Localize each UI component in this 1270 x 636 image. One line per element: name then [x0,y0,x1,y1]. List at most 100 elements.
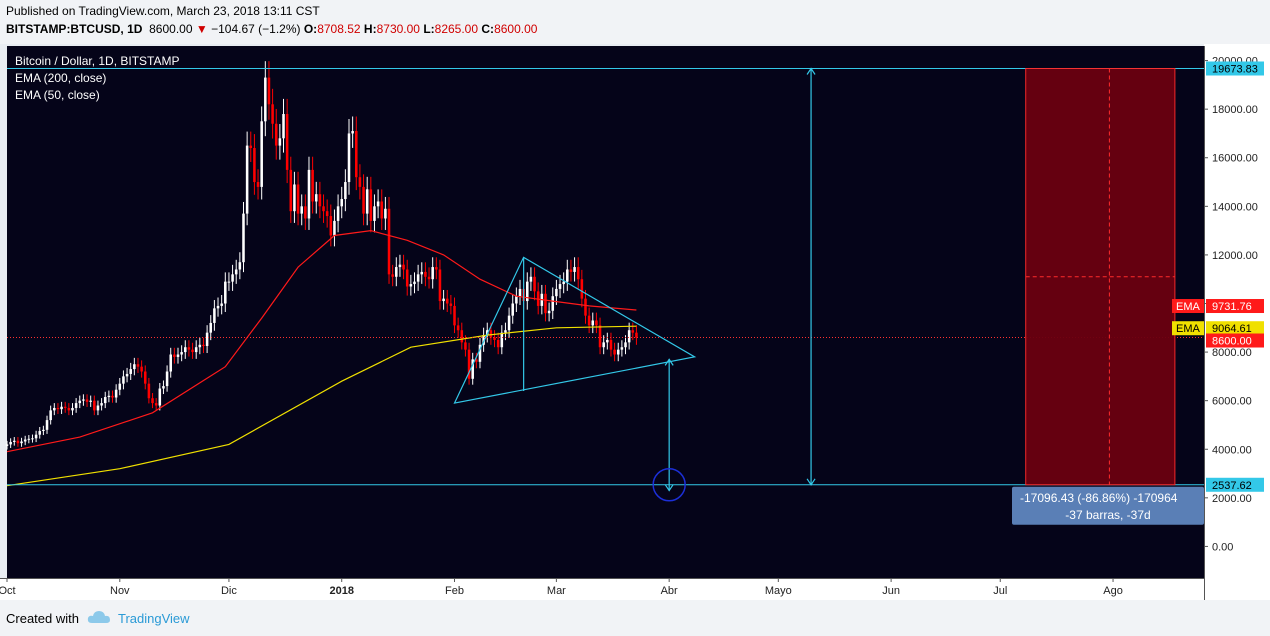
candle-body [402,264,405,270]
candle-body [478,344,482,362]
candle-body [598,325,602,348]
candle-body [111,395,114,398]
candle-body [314,194,318,202]
candle-body [616,349,620,355]
measure-label-box [1012,486,1204,525]
candle-body [205,332,209,347]
candle-body [431,267,434,280]
candle-body [42,429,45,432]
price-label-tag [1206,333,1264,348]
candle-body [122,376,125,384]
candle-body [566,269,569,282]
price-tick-label: 14000.00 [1212,201,1258,213]
candle-body [100,403,103,406]
price-tick-label: 18000.00 [1212,104,1258,116]
price-chart[interactable]: 0.002000.004000.006000.008000.0010000.00… [0,44,1270,600]
price-tick-label: 16000.00 [1212,153,1258,165]
time-tick-label: Mar [547,585,566,597]
candle-body [293,184,296,212]
legend-ema200[interactable]: EMA (200, close) [15,71,107,85]
candle-body [533,276,536,292]
price-tick-label: 0.00 [1212,541,1233,553]
candle-body [387,208,391,275]
candle-body [602,342,605,348]
candle-body [176,354,180,357]
legend-ema50[interactable]: EMA (50, close) [15,88,100,102]
candle-body [234,269,238,275]
candle-body [129,369,132,374]
candle-body [224,281,227,304]
candle-body [384,208,387,219]
candle-body [507,315,511,331]
triangle-pattern [453,256,697,404]
candle-body [300,206,303,214]
candle-body [358,177,362,187]
candle-body [136,364,140,367]
measure-label-line2: -37 barras, -37d [1065,508,1150,522]
candle-body [340,199,343,207]
candle-body [336,206,340,221]
candle-body [325,211,329,217]
candle-body [405,269,409,287]
candle-body [376,201,380,207]
published-line: Published on TradingView.com, March 23, … [6,4,320,18]
candle-body [347,133,351,183]
candle-body [391,274,394,277]
time-tick-label: Abr [661,585,678,597]
candle-body [631,330,635,333]
candle-body [249,145,253,149]
candle-body [420,271,424,275]
candle-body [606,339,609,343]
candle-body [562,281,565,285]
candle-body [551,296,555,311]
change-down-icon: ▼ [195,22,208,36]
chart-area[interactable]: 0.002000.004000.006000.008000.0010000.00… [0,44,1270,600]
candle-body [635,332,638,338]
price-label-text: 8600.00 [1212,336,1252,348]
candle-body [56,407,60,410]
candle-body [85,399,89,402]
candle-body [227,281,231,283]
candle-body [482,335,485,345]
candle-body [82,399,85,401]
close-value: 8600.00 [494,22,538,36]
candle-body [511,303,514,316]
candle-body [16,440,20,444]
chart-header: Published on TradingView.com, March 23, … [0,0,1270,44]
candle-body [89,400,92,402]
candle-body [365,189,369,214]
candle-body [198,344,202,348]
candles [5,61,638,450]
candle-body [529,276,533,282]
price-label-tag [1206,477,1264,492]
candle-body [158,388,162,406]
candle-body [125,373,129,377]
candle-body [264,77,267,122]
tradingview-brand[interactable]: TradingView [118,611,190,626]
candle-body [318,194,322,207]
candle-body [49,410,52,421]
candle-body [416,274,420,282]
candle-body [216,305,220,309]
candle-body [9,441,12,445]
candle-body [133,364,136,370]
candle-body [369,189,373,221]
tradingview-cloud-icon[interactable] [86,609,112,625]
candle-body [526,281,529,302]
low-label: L: [423,22,435,36]
plot-background [7,46,1204,578]
price-label-tag [1206,61,1264,76]
price-tick-label: 2000.00 [1212,493,1252,505]
candle-body [438,269,442,302]
candle-body [322,206,325,212]
candle-body [45,420,49,430]
candle-body [453,305,456,326]
candle-body [20,441,23,444]
candle-body [609,339,613,350]
candle-body [38,431,42,435]
candle-body [475,359,478,362]
candle-body [442,298,445,302]
candle-body [140,366,143,372]
candle-body [271,104,274,124]
candle-body [13,440,16,442]
